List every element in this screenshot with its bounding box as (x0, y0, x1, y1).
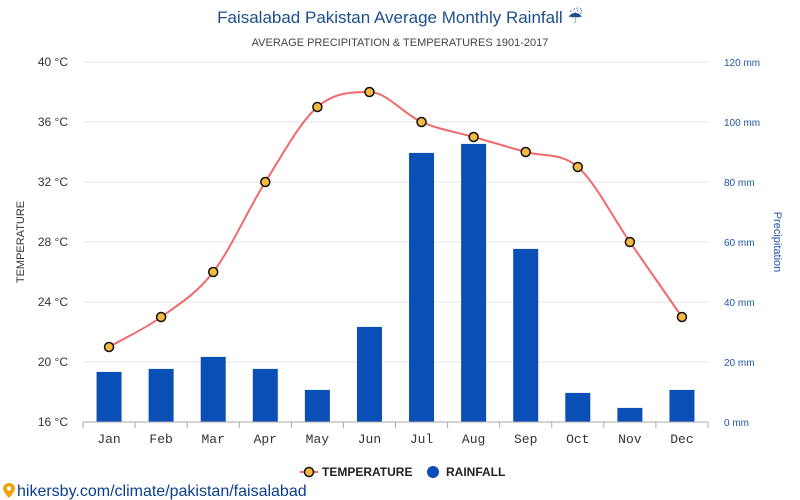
rainfall-bar (513, 248, 539, 422)
umbrella-rain-icon: ☔ (568, 7, 583, 28)
x-tick-label: Dec (670, 432, 693, 447)
y-left-tick-label: 24 °C (38, 295, 68, 309)
x-tick-label: Jul (410, 432, 434, 447)
y-axis-right-label: Precipitation (771, 212, 783, 273)
temperature-line (103, 86, 688, 353)
y-left-tick-label: 32 °C (38, 175, 68, 189)
y-right-tick-label: 80 mm (724, 178, 755, 189)
rainfall-bar (565, 392, 591, 422)
x-tick-label: Jun (358, 432, 381, 447)
y-left-tick-label: 28 °C (38, 235, 68, 249)
rainfall-bar (200, 356, 226, 422)
rainfall-bar (409, 152, 435, 422)
temperature-point (468, 131, 479, 143)
legend-item-rainfall[interactable]: RAINFALL (427, 465, 505, 479)
temperature-point (312, 101, 323, 113)
rainfall-bar (148, 368, 174, 422)
map-pin-icon (3, 483, 15, 498)
source-link[interactable]: hikersby.com/climate/pakistan/faisalabad (3, 483, 307, 500)
temperature-curve (108, 90, 683, 348)
y-right-tick-label: 60 mm (724, 238, 755, 249)
rainfall-bar (669, 389, 695, 422)
temperature-point (572, 161, 584, 173)
chart-title: Faisalabad Pakistan Average Monthly Rain… (217, 7, 583, 28)
x-tick-label: Oct (566, 432, 589, 447)
y-left-tick-label: 20 °C (38, 355, 68, 369)
chart-subtitle: AVERAGE PRECIPITATION & TEMPERATURES 190… (252, 37, 549, 49)
y-left-tick-label: 40 °C (38, 55, 68, 69)
y-right-tick-label: 40 mm (724, 298, 755, 309)
temperature-point (364, 86, 375, 98)
legend: TEMPERATURE RAINFALL (300, 465, 505, 479)
grid (83, 61, 708, 363)
y-right-tick-label: 100 mm (724, 118, 760, 129)
rainfall-bar (304, 389, 330, 422)
y-axis-left-label: TEMPERATURE (15, 201, 27, 283)
source-url: hikersby.com/climate/pakistan/faisalabad (17, 483, 307, 500)
y-right-tick-label: 20 mm (724, 358, 755, 369)
legend-label-rainfall: RAINFALL (446, 465, 505, 479)
x-tick-label: Nov (618, 432, 642, 447)
x-tick-label: Apr (254, 432, 277, 447)
axes: 16 °C 0 mm 20 °C 20 mm 24 °C 40 mm 28 °C 60 mm 3… (38, 55, 760, 447)
rainfall-bar (617, 407, 643, 422)
rainfall-bar (461, 143, 487, 422)
y-right-tick-label: 0 mm (724, 418, 749, 429)
rainfall-bars (96, 143, 695, 422)
x-tick-label: Aug (462, 432, 485, 447)
rainfall-bar (252, 368, 278, 422)
x-tick-label: Sep (514, 432, 537, 447)
temperature-point (207, 266, 219, 278)
temperature-point (520, 146, 531, 158)
y-left-tick-label: 16 °C (38, 415, 68, 429)
temperature-point (260, 176, 271, 188)
x-tick-label: May (306, 432, 330, 447)
rainfall-bar (96, 371, 122, 422)
y-left-tick-label: 36 °C (38, 115, 68, 129)
rainfall-bar (356, 326, 382, 422)
x-tick-label: Feb (149, 432, 172, 447)
temperature-point (155, 311, 167, 323)
y-right-tick-label: 120 mm (724, 58, 760, 69)
temperature-point (676, 311, 688, 323)
legend-item-temperature[interactable]: TEMPERATURE (300, 465, 412, 479)
x-tick-label: Jan (97, 432, 120, 447)
temperature-point (624, 236, 636, 248)
temperature-point (416, 116, 427, 128)
legend-label-temperature: TEMPERATURE (322, 465, 412, 479)
temperature-point (103, 341, 115, 353)
x-tick-label: Mar (202, 432, 225, 447)
